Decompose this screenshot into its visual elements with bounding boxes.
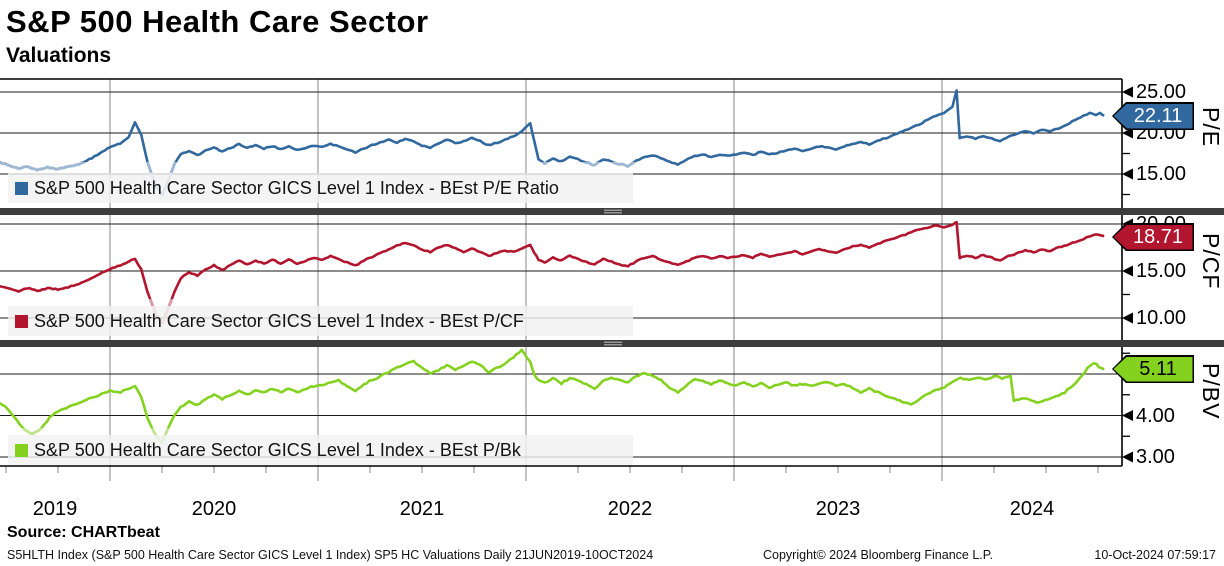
last-value-label: 22.11 [1113,103,1193,129]
footer-timestamp: 10-Oct-2024 07:59:17 [1094,548,1216,562]
tick-arrow-icon [1122,451,1133,463]
source-line: Source: CHARTbeat [7,524,160,541]
tick-arrow-icon [1122,86,1133,98]
axis-tick-label: 4.00 [1136,404,1175,427]
x-axis-year-label: 2024 [1009,498,1055,520]
p-cf-series-line [0,220,1105,325]
panel-separator-band [0,208,1224,215]
legend-label: S&P 500 Health Care Sector GICS Level 1 … [34,177,559,198]
page-subtitle: Valuations [6,44,112,67]
legend-swatch-icon [15,314,28,328]
last-value-label: 5.11 [1113,356,1193,382]
axis-tick-label: 15.00 [1136,163,1187,185]
axis-tick-label: 15.00 [1136,260,1187,282]
axis-title-p-cf: P/CF [1198,233,1224,290]
footer-ticker-info: S5HLTH Index (S&P 500 Health Care Sector… [7,548,654,562]
axis-tick-label: 10.00 [1136,307,1187,329]
legend-label: S&P 500 Health Care Sector GICS Level 1 … [34,439,521,460]
last-value-label: 18.71 [1113,224,1193,250]
tick-arrow-icon [1122,265,1133,277]
footer-copyright: Copyright© 2024 Bloomberg Finance L.P. [763,548,993,562]
last-value-tag: 18.71 [1112,223,1194,251]
x-axis-year-label: 2020 [191,498,237,520]
axis-title-p-bv: P/BV [1198,363,1224,420]
x-axis-year-label: 2023 [815,498,861,520]
tick-arrow-icon [1122,168,1133,180]
axis-tick-label: 25.00 [1136,81,1187,103]
faded-line-segment [21,428,170,445]
tick-arrow-icon [1122,410,1133,421]
legend-p-bv[interactable]: S&P 500 Health Care Sector GICS Level 1 … [8,435,633,465]
legend-label: S&P 500 Health Care Sector GICS Level 1 … [34,310,524,331]
p-e-series-line [0,89,1105,197]
x-axis-year-label: 2022 [607,498,653,520]
p-bv-series-line [0,348,1105,445]
legend-swatch-icon [15,181,28,195]
x-axis-year-label: 2021 [399,498,445,520]
legend-p-cf[interactable]: S&P 500 Health Care Sector GICS Level 1 … [8,306,633,336]
legend-p-e[interactable]: S&P 500 Health Care Sector GICS Level 1 … [8,173,633,203]
last-value-tag: 22.11 [1112,102,1194,130]
legend-swatch-icon [15,443,28,457]
tick-arrow-icon [1122,127,1133,139]
x-axis-year-label: 2019 [32,498,78,520]
axis-tick-label: 3.00 [1136,446,1175,468]
page-title: S&P 500 Health Care Sector [6,4,429,39]
axis-title-p-e: P/E [1198,107,1224,148]
panel-separator-band [0,340,1224,347]
tick-arrow-icon [1122,312,1133,324]
last-value-tag: 5.11 [1112,355,1194,383]
